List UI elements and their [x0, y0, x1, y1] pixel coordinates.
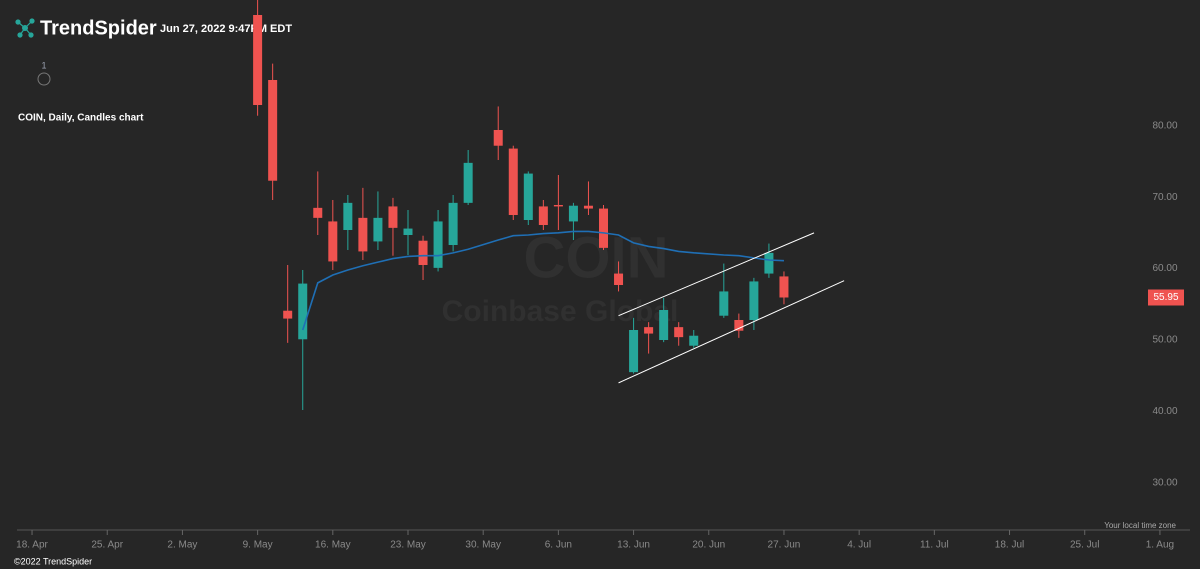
y-tick-label: 40.00: [1152, 406, 1177, 417]
last-price-label: 55.95: [1153, 292, 1178, 303]
y-tick-label: 70.00: [1152, 192, 1177, 203]
candle-body: [283, 310, 293, 319]
trendline: [618, 280, 845, 384]
candle-body: [629, 330, 639, 373]
x-tick-label: 1. Aug: [1146, 540, 1174, 551]
candle-body: [674, 327, 684, 338]
x-tick-label: 18. Jul: [995, 540, 1024, 551]
logo-icon: [15, 18, 35, 38]
candle-body: [403, 228, 413, 235]
x-tick-label: 11. Jul: [920, 540, 949, 551]
x-tick-label: 30. May: [465, 540, 501, 551]
watermark-symbol: COIN: [524, 225, 669, 290]
x-tick-label: 18. Apr: [16, 540, 48, 551]
candle-body: [779, 276, 789, 298]
candle-body: [749, 281, 759, 320]
candle-body: [508, 148, 518, 215]
candle-body: [614, 273, 624, 285]
x-tick-label: 25. Apr: [91, 540, 123, 551]
candle-body: [463, 162, 473, 203]
candle-body: [448, 202, 458, 245]
candle-body: [734, 320, 744, 331]
candle-body: [373, 217, 383, 242]
x-tick-label: 23. May: [390, 540, 426, 551]
y-tick-label: 80.00: [1152, 120, 1177, 131]
x-tick-label: 16. May: [315, 540, 351, 551]
indicator-icon[interactable]: [37, 72, 51, 86]
y-tick-label: 50.00: [1152, 335, 1177, 346]
candle-body: [298, 283, 308, 340]
timestamp: Jun 27, 2022 9:47PM EDT: [160, 23, 292, 35]
candle-body: [343, 202, 353, 230]
copyright: ©2022 TrendSpider: [14, 556, 92, 566]
y-tick-label: 60.00: [1152, 263, 1177, 274]
candle-body: [268, 80, 278, 181]
last-price-box: [1148, 289, 1184, 306]
x-tick-label: 25. Jul: [1070, 540, 1099, 551]
timezone-note: Your local time zone: [1104, 521, 1176, 530]
candle-body: [764, 252, 774, 274]
x-tick-label: 2. May: [167, 540, 197, 551]
candle-body: [689, 335, 699, 346]
plot-area: [253, 0, 845, 410]
candle-body: [253, 15, 263, 105]
candle-body: [568, 205, 578, 222]
y-tick-label: 30.00: [1152, 477, 1177, 488]
candle-body: [583, 205, 593, 209]
candle-body: [358, 217, 368, 252]
x-tick-label: 27. Jun: [768, 540, 801, 551]
x-tick-label: 20. Jun: [692, 540, 725, 551]
x-tick-label: 13. Jun: [617, 540, 650, 551]
candle-body: [553, 205, 563, 207]
x-tick-label: 4. Jul: [847, 540, 871, 551]
watermark-name: Coinbase Global: [442, 295, 679, 328]
chart-title: COIN, Daily, Candles chart: [18, 113, 144, 124]
x-tick-label: 9. May: [243, 540, 273, 551]
candle-body: [644, 327, 654, 334]
candle-body: [433, 221, 443, 268]
candle-body: [719, 291, 729, 316]
candle-body: [599, 208, 608, 248]
trendline: [618, 232, 815, 317]
candle-body: [388, 206, 398, 228]
candle-body: [538, 206, 548, 225]
candle-body: [523, 173, 533, 220]
candle-body: [313, 207, 323, 218]
candle-body: [418, 240, 428, 265]
indicator-count: 1: [41, 60, 46, 70]
moving-average-line: [301, 230, 784, 331]
x-tick-label: 6. Jun: [545, 540, 572, 551]
candle-body: [659, 310, 669, 340]
brand: TrendSpider: [40, 17, 157, 39]
candle-body: [493, 130, 503, 146]
candle-body: [328, 221, 338, 262]
